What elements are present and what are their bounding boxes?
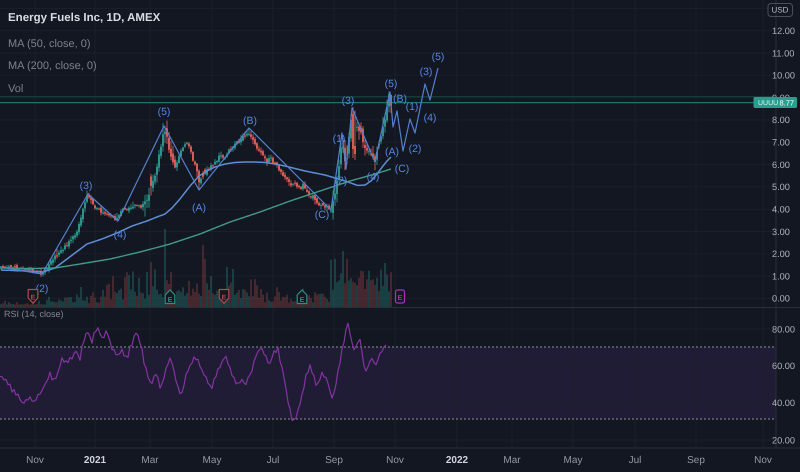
svg-text:0.00: 0.00 <box>772 294 790 304</box>
svg-text:(2): (2) <box>335 175 348 187</box>
svg-text:2022: 2022 <box>446 455 469 466</box>
svg-text:Energy Fuels Inc, 1D, AMEX: Energy Fuels Inc, 1D, AMEX <box>8 12 161 24</box>
svg-text:(B): (B) <box>243 115 257 127</box>
svg-text:11.00: 11.00 <box>772 48 794 58</box>
svg-text:RSI (14, close): RSI (14, close) <box>4 309 64 319</box>
svg-text:(4): (4) <box>367 171 380 183</box>
svg-text:(4): (4) <box>424 112 437 124</box>
svg-text:(3): (3) <box>342 95 355 107</box>
svg-text:(4): (4) <box>114 229 127 241</box>
svg-text:8.00: 8.00 <box>772 115 790 125</box>
svg-text:E: E <box>300 297 305 304</box>
svg-text:80.00: 80.00 <box>772 324 795 334</box>
svg-text:Mar: Mar <box>503 455 521 466</box>
svg-text:Sep: Sep <box>325 455 343 466</box>
svg-text:5.00: 5.00 <box>772 182 790 192</box>
svg-text:(3): (3) <box>80 180 93 192</box>
svg-text:MA (50, close, 0): MA (50, close, 0) <box>8 38 91 50</box>
svg-text:Vol: Vol <box>8 83 23 95</box>
svg-text:(B): (B) <box>393 93 407 105</box>
svg-text:3.00: 3.00 <box>772 227 790 237</box>
svg-text:40.00: 40.00 <box>772 398 795 408</box>
svg-text:2021: 2021 <box>84 455 107 466</box>
svg-text:(5): (5) <box>385 78 398 90</box>
svg-text:MA (200, close, 0): MA (200, close, 0) <box>8 60 97 72</box>
svg-text:E: E <box>168 297 173 304</box>
svg-text:(1): (1) <box>333 133 346 145</box>
svg-text:60.00: 60.00 <box>772 361 795 371</box>
svg-text:(2): (2) <box>409 143 422 155</box>
svg-text:(C): (C) <box>395 163 410 175</box>
svg-text:E: E <box>398 295 403 302</box>
svg-text:7.00: 7.00 <box>772 138 790 148</box>
svg-text:Mar: Mar <box>141 455 159 466</box>
svg-text:4.00: 4.00 <box>772 205 790 215</box>
svg-text:(1): (1) <box>406 101 419 113</box>
svg-text:Sep: Sep <box>687 455 705 466</box>
svg-text:May: May <box>203 455 222 466</box>
svg-text:Nov: Nov <box>754 455 772 466</box>
svg-text:(A): (A) <box>385 146 399 158</box>
svg-text:(A): (A) <box>192 202 206 214</box>
svg-text:20.00: 20.00 <box>772 435 795 445</box>
svg-text:Jul: Jul <box>267 455 280 466</box>
svg-text:E: E <box>222 295 227 302</box>
svg-text:10.00: 10.00 <box>772 71 795 81</box>
svg-text:(C): (C) <box>315 209 330 221</box>
svg-text:(2): (2) <box>36 283 49 295</box>
svg-text:(5): (5) <box>158 106 171 118</box>
svg-text:(3): (3) <box>420 66 433 78</box>
svg-text:USD: USD <box>772 6 789 15</box>
svg-text:12.00: 12.00 <box>772 26 795 36</box>
svg-text:E: E <box>31 295 36 302</box>
svg-text:2.00: 2.00 <box>772 249 790 259</box>
svg-text:Jul: Jul <box>629 455 642 466</box>
svg-text:6.00: 6.00 <box>772 160 790 170</box>
svg-text:1.00: 1.00 <box>772 271 790 281</box>
svg-text:Nov: Nov <box>26 455 44 466</box>
svg-text:8.77: 8.77 <box>780 98 795 107</box>
svg-text:May: May <box>564 455 583 466</box>
svg-text:(5): (5) <box>432 51 445 63</box>
svg-text:Nov: Nov <box>386 455 404 466</box>
svg-text:UUUU: UUUU <box>758 100 778 107</box>
